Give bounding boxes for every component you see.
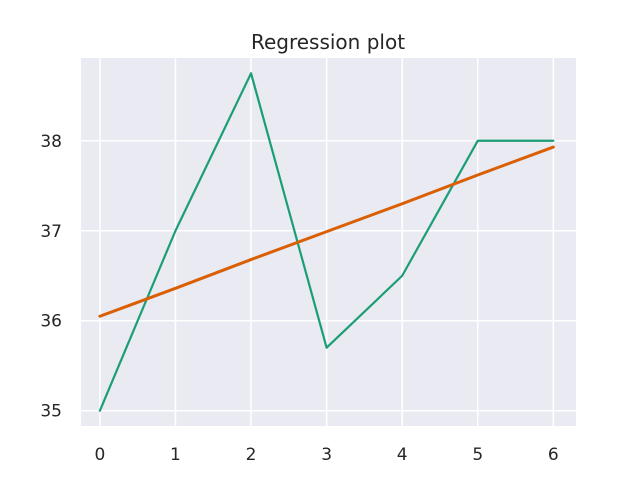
x-tick-label-4: 4 [397,445,408,465]
chart-title: Regression plot [251,30,405,54]
regression-line-1 [98,145,555,318]
y-tick-labels: 35 36 37 38 [40,132,62,422]
x-tick-label-6: 6 [548,445,559,465]
series-layer [98,72,555,412]
data-line-0 [98,72,555,412]
x-tick-label-1: 1 [170,445,181,465]
plot-background [81,58,576,426]
y-tick-label-3: 38 [40,132,62,152]
x-tick-label-0: 0 [94,445,105,465]
x-tick-label-2: 2 [246,445,257,465]
y-tick-label-2: 37 [40,222,62,242]
x-tick-label-3: 3 [321,445,332,465]
x-grid [99,58,555,426]
x-tick-label-5: 5 [472,445,483,465]
x-tick-labels: 0 1 2 3 4 5 6 [94,445,558,465]
y-tick-label-1: 36 [40,312,62,332]
y-tick-label-0: 35 [40,402,62,422]
